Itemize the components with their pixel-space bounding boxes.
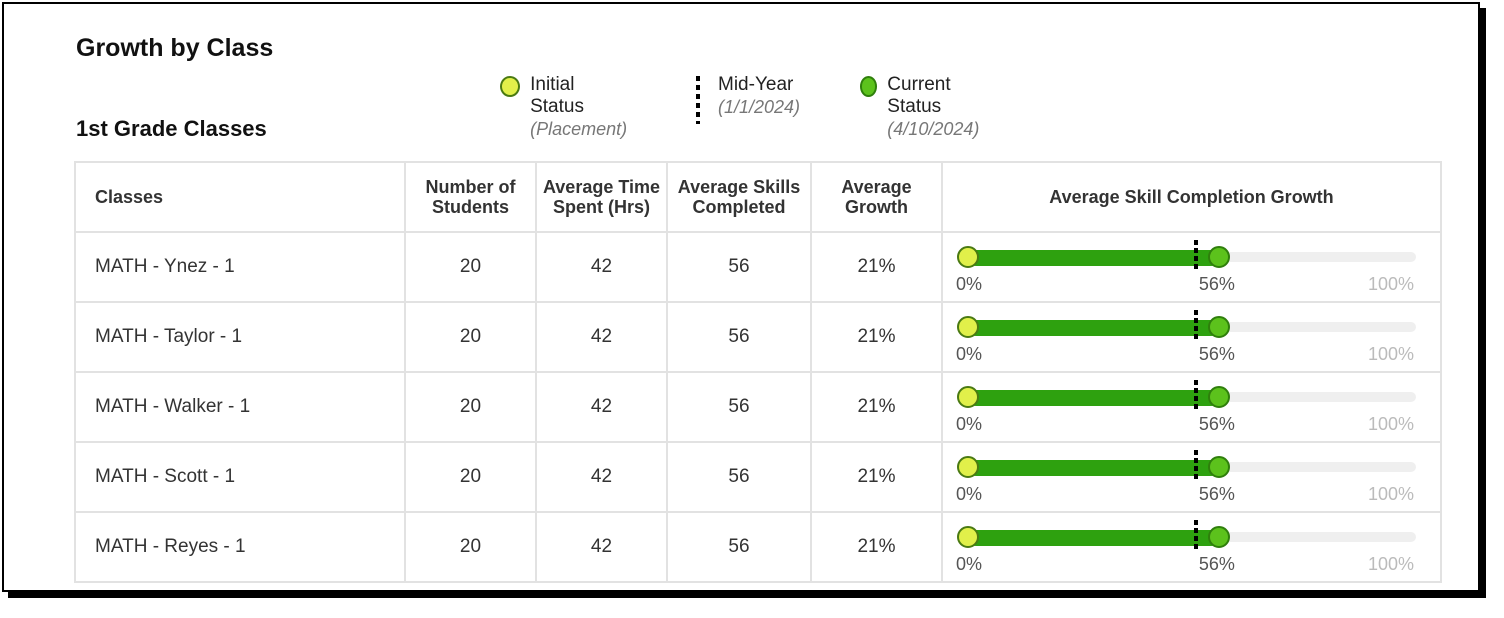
start-percent-label: 0%	[956, 274, 983, 294]
header-number-of-students[interactable]: Number of Students	[404, 161, 537, 233]
average-skills-completed-cell: 56	[666, 301, 812, 373]
skill-completion-cell: 0% 56% 100%	[941, 511, 1442, 583]
mid-year-marker	[1194, 450, 1198, 480]
mid-year-marker	[1194, 310, 1198, 340]
growth-bar: 0% 56% 100%	[944, 444, 1439, 510]
header-average-time-spent[interactable]: Average Time Spent (Hrs)	[535, 161, 668, 233]
growth-bar: 0% 56% 100%	[944, 304, 1439, 370]
current-percent-label: 56%	[1198, 414, 1235, 434]
growth-fill	[968, 250, 1219, 266]
header-average-skills-completed[interactable]: Average Skills Completed	[666, 161, 812, 233]
average-growth-cell: 21%	[810, 301, 943, 373]
current-percent-label: 56%	[1198, 554, 1235, 574]
average-time-spent-cell: 42	[535, 441, 668, 513]
average-growth-cell: 21%	[810, 231, 943, 303]
growth-fill	[968, 320, 1219, 336]
legend-initial-label: Initial Status	[530, 74, 584, 117]
legend-mid-sub: (1/1/2024)	[718, 97, 801, 117]
mid-year-marker	[1194, 380, 1198, 410]
current-status-marker	[1207, 526, 1230, 548]
current-status-dot-icon	[860, 76, 878, 97]
legend-mid: Mid-Year (1/1/2024)	[696, 74, 800, 124]
growth-bar: 0% 56% 100%	[944, 374, 1439, 440]
start-percent-label: 0%	[956, 554, 983, 574]
growth-table: Classes Number of Students Average Time …	[74, 161, 1442, 583]
current-status-marker	[1207, 246, 1230, 268]
growth-fill	[968, 390, 1219, 406]
header-average-skill-completion-growth[interactable]: Average Skill Completion Growth	[941, 161, 1442, 233]
current-status-marker	[1207, 456, 1230, 478]
max-percent-label: 100%	[1368, 274, 1415, 294]
table-header-row: Classes Number of Students Average Time …	[74, 161, 1442, 233]
legend-initial: Initial Status (Placement)	[500, 74, 628, 140]
current-percent-label: 56%	[1198, 484, 1235, 504]
average-time-spent-cell: 42	[535, 371, 668, 443]
average-skills-completed-cell: 56	[666, 231, 812, 303]
average-growth-cell: 21%	[810, 441, 943, 513]
max-percent-label: 100%	[1368, 484, 1415, 504]
start-percent-label: 0%	[956, 344, 983, 364]
average-skills-completed-cell: 56	[666, 511, 812, 583]
class-name[interactable]: MATH - Reyes - 1	[74, 511, 406, 583]
skill-completion-cell: 0% 56% 100%	[941, 441, 1442, 513]
current-status-marker	[1207, 316, 1230, 338]
average-growth-cell: 21%	[810, 511, 943, 583]
number-of-students-cell: 20	[404, 301, 537, 373]
max-percent-label: 100%	[1368, 414, 1415, 434]
header-classes[interactable]: Classes	[74, 161, 406, 233]
max-percent-label: 100%	[1368, 554, 1415, 574]
average-time-spent-cell: 42	[535, 301, 668, 373]
average-growth-cell: 21%	[810, 371, 943, 443]
table-row[interactable]: MATH - Ynez - 1 20 42 56 21% 0% 56% 100%	[74, 231, 1442, 303]
table-row[interactable]: MATH - Scott - 1 20 42 56 21% 0% 56% 100%	[74, 441, 1442, 513]
growth-fill	[968, 530, 1219, 546]
average-time-spent-cell: 42	[535, 231, 668, 303]
average-skills-completed-cell: 56	[666, 441, 812, 513]
legend-current-label: Current Status	[887, 74, 951, 117]
section-title: 1st Grade Classes	[76, 116, 267, 141]
start-percent-label: 0%	[956, 484, 983, 504]
skill-completion-cell: 0% 56% 100%	[941, 371, 1442, 443]
number-of-students-cell: 20	[404, 441, 537, 513]
skill-completion-cell: 0% 56% 100%	[941, 231, 1442, 303]
initial-status-marker	[957, 316, 979, 338]
initial-status-marker	[957, 456, 979, 478]
class-name[interactable]: MATH - Walker - 1	[74, 371, 406, 443]
class-name[interactable]: MATH - Taylor - 1	[74, 301, 406, 373]
number-of-students-cell: 20	[404, 231, 537, 303]
number-of-students-cell: 20	[404, 371, 537, 443]
class-name[interactable]: MATH - Scott - 1	[74, 441, 406, 513]
growth-bar: 0% 56% 100%	[944, 234, 1439, 300]
mid-year-marker	[1194, 520, 1198, 550]
initial-status-marker	[957, 526, 979, 548]
current-percent-label: 56%	[1198, 344, 1235, 364]
max-percent-label: 100%	[1368, 344, 1415, 364]
initial-status-dot-icon	[500, 76, 521, 97]
mid-year-marker	[1194, 240, 1198, 270]
growth-fill	[968, 460, 1219, 476]
current-status-marker	[1207, 386, 1230, 408]
class-name[interactable]: MATH - Ynez - 1	[74, 231, 406, 303]
table-row[interactable]: MATH - Taylor - 1 20 42 56 21% 0% 56% 100%	[74, 301, 1442, 373]
growth-bar: 0% 56% 100%	[944, 514, 1439, 580]
legend-initial-sub: (Placement)	[530, 119, 628, 139]
legend-current-sub: (4/10/2024)	[887, 119, 980, 139]
average-time-spent-cell: 42	[535, 511, 668, 583]
table-row[interactable]: MATH - Walker - 1 20 42 56 21% 0% 56% 100%	[74, 371, 1442, 443]
start-percent-label: 0%	[956, 414, 983, 434]
average-skills-completed-cell: 56	[666, 371, 812, 443]
skill-completion-cell: 0% 56% 100%	[941, 301, 1442, 373]
legend-current: Current Status (4/10/2024)	[860, 74, 983, 140]
number-of-students-cell: 20	[404, 511, 537, 583]
current-percent-label: 56%	[1198, 274, 1235, 294]
mid-year-dashed-line-icon	[696, 76, 700, 124]
initial-status-marker	[957, 246, 979, 268]
legend-mid-label: Mid-Year	[718, 74, 794, 95]
header-average-growth[interactable]: Average Growth	[810, 161, 943, 233]
table-row[interactable]: MATH - Reyes - 1 20 42 56 21% 0% 56% 100%	[74, 511, 1442, 583]
page-title: Growth by Class	[76, 34, 274, 62]
initial-status-marker	[957, 386, 979, 408]
